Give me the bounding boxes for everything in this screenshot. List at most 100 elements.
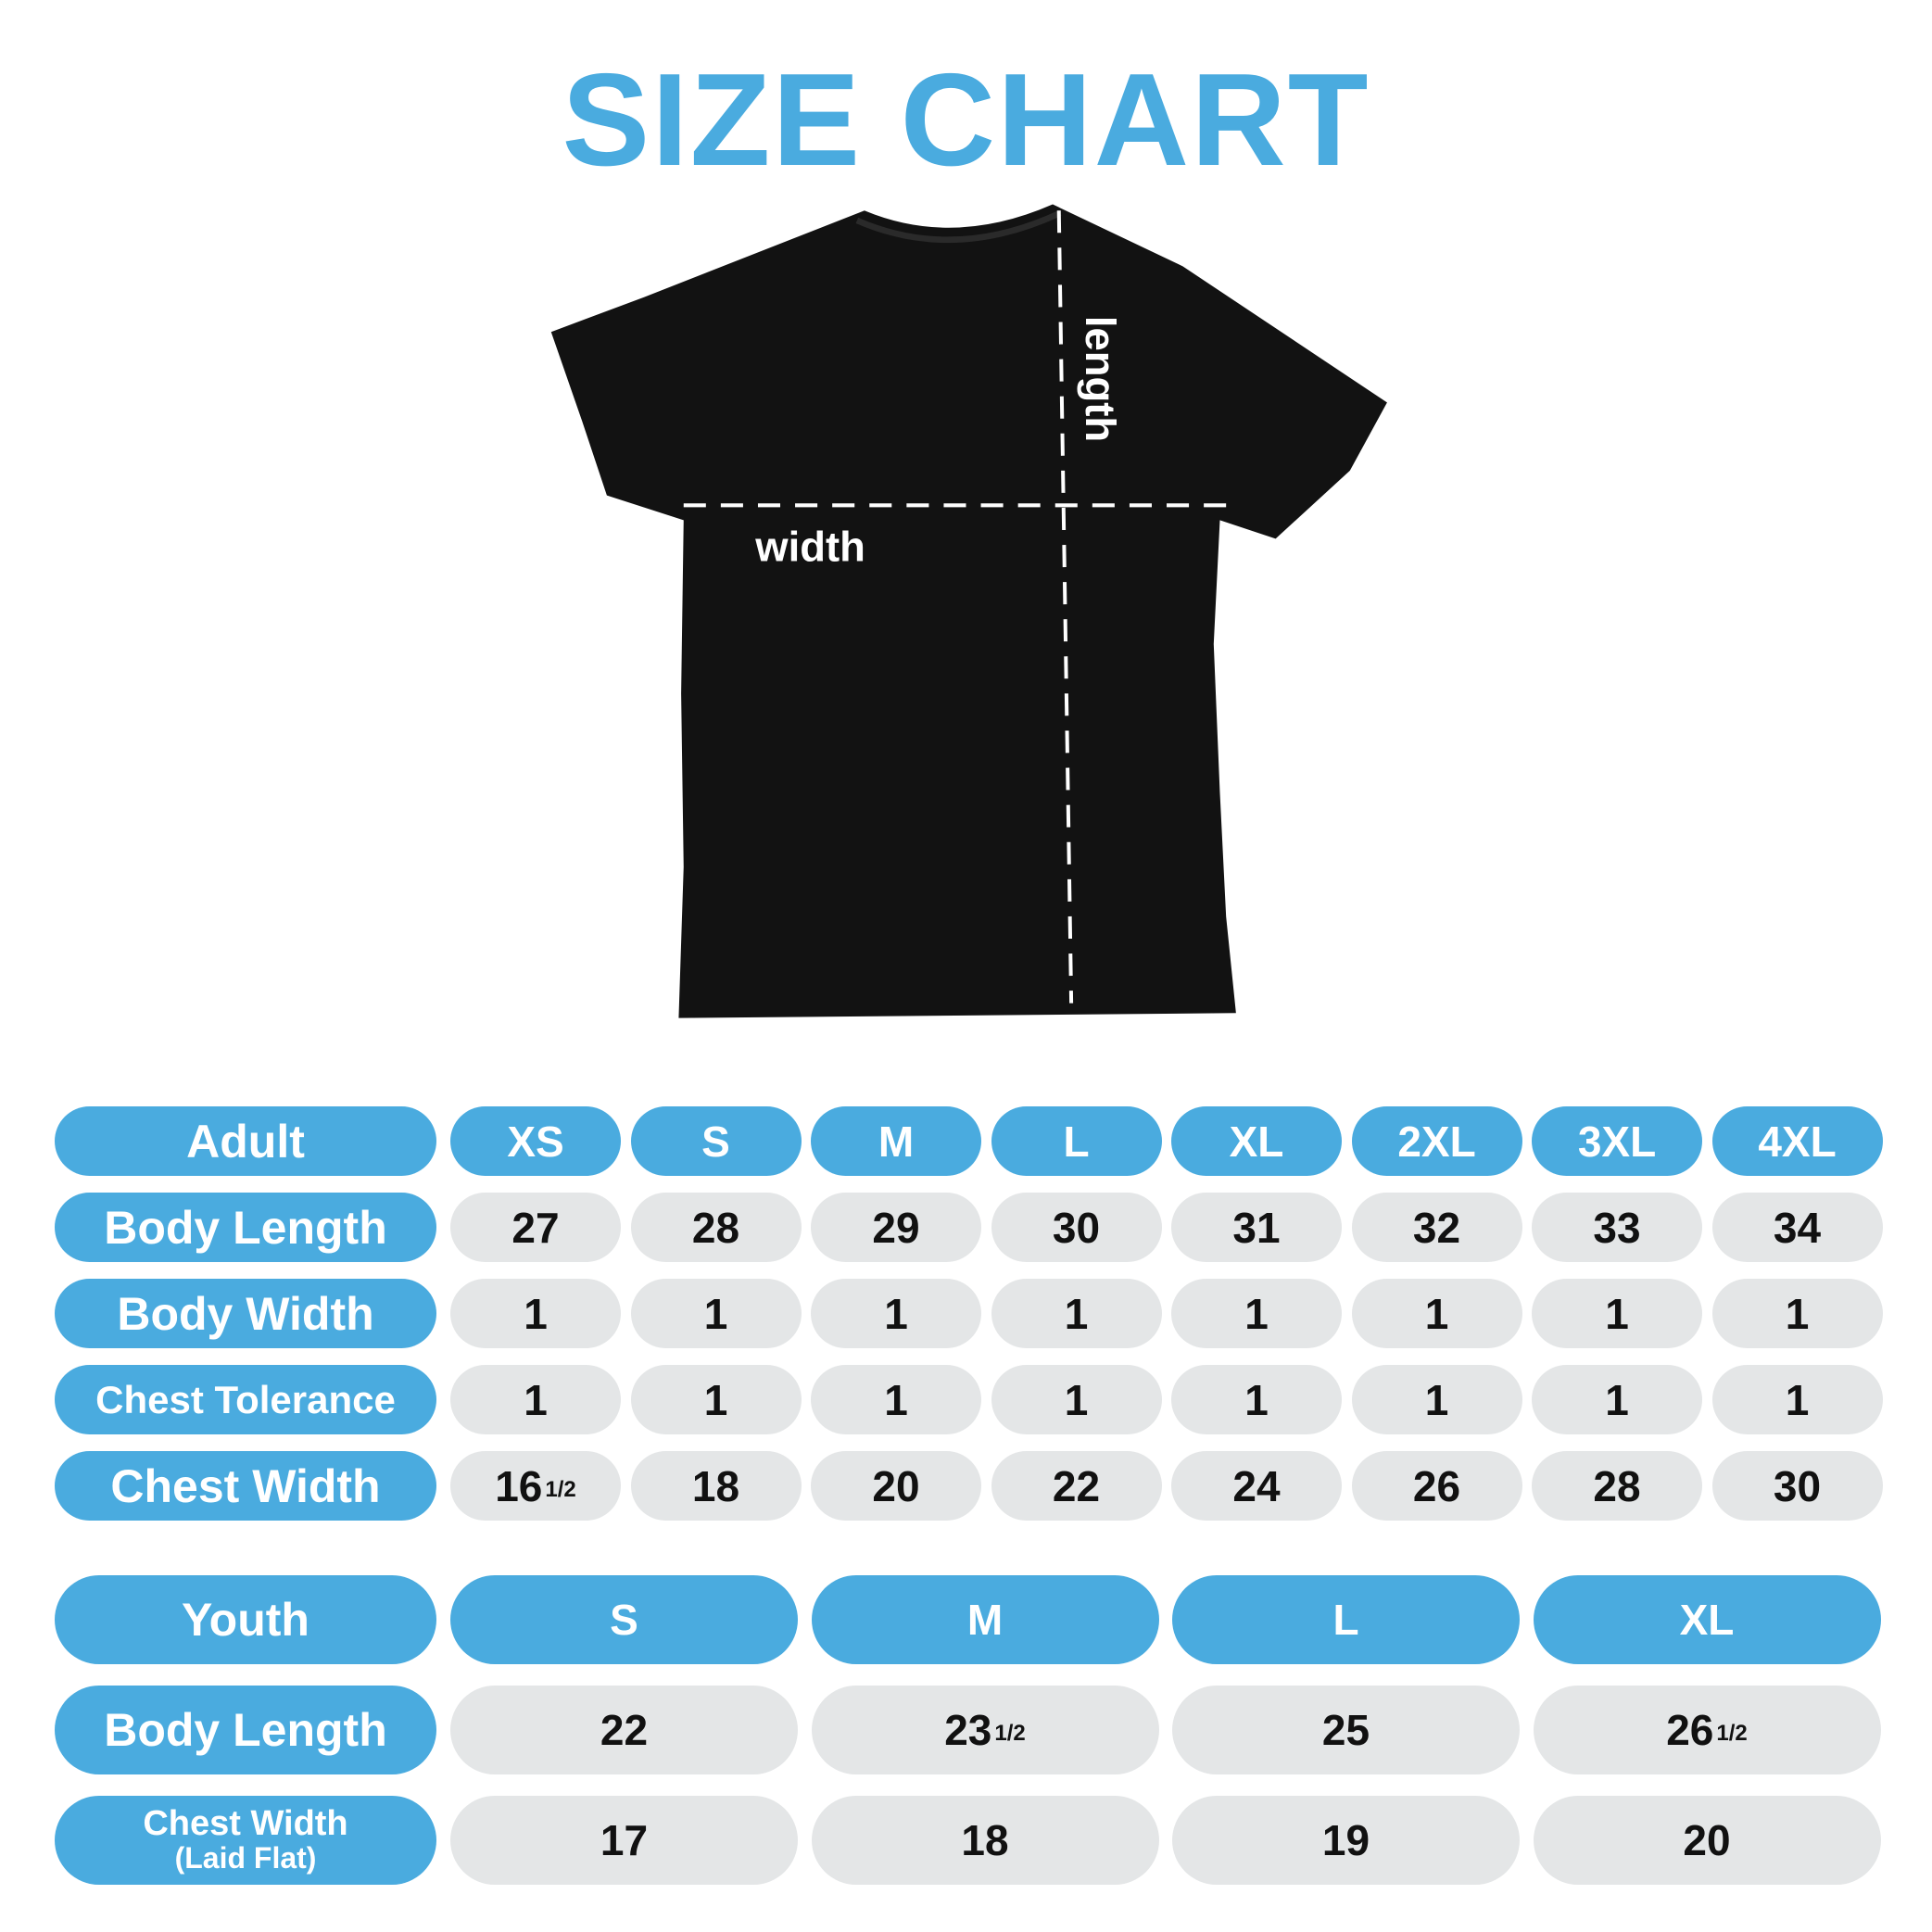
table-cell: 1 [1532, 1365, 1702, 1434]
cell-fraction: 1/2 [1716, 1721, 1748, 1746]
cell-fraction: 1/2 [545, 1476, 576, 1502]
row-label: Body Length [55, 1193, 436, 1262]
collar [855, 209, 1062, 244]
table-cell: 1 [1171, 1279, 1342, 1348]
width-label: width [754, 523, 865, 570]
size-header-m: M [811, 1106, 981, 1176]
table-cell: 1 [1711, 1365, 1883, 1434]
row-label-text: Body Length [104, 1704, 387, 1756]
cell-value: 1 [524, 1289, 548, 1338]
size-header-s: S [450, 1575, 798, 1664]
cell-value: 18 [961, 1816, 1009, 1864]
size-text: XL [1229, 1117, 1284, 1166]
cell-value: 1 [1424, 1289, 1449, 1338]
table-cell: 29 [811, 1193, 981, 1262]
table-cell: 19 [1172, 1796, 1520, 1885]
row-label-text: Chest Tolerance [95, 1377, 396, 1421]
table-cell: 32 [1351, 1193, 1522, 1262]
table-cell: 1 [1351, 1365, 1522, 1434]
table-cell: 1 [630, 1279, 802, 1348]
table-cell: 27 [450, 1193, 621, 1262]
cell-value: 25 [1321, 1706, 1370, 1754]
size-header-xs: XS [450, 1106, 621, 1176]
size-text: L [1063, 1117, 1090, 1166]
row-label: Chest Width (Laid Flat) [55, 1796, 436, 1885]
table-cell: 20 [811, 1451, 981, 1521]
row-sublabel-text: (Laid Flat) [174, 1841, 317, 1875]
header-text: Youth [182, 1594, 309, 1646]
cell-value: 23 [944, 1706, 992, 1754]
table-cell: 24 [1171, 1451, 1342, 1521]
cell-value: 24 [1232, 1461, 1281, 1510]
cell-value: 26 [1412, 1461, 1461, 1510]
cell-value: 32 [1412, 1203, 1461, 1252]
page-title: SIZE CHART [562, 46, 1370, 194]
table-cell: 18 [811, 1796, 1159, 1885]
row-label-text: Chest Width [143, 1804, 348, 1844]
size-text: S [610, 1596, 638, 1644]
row-label: Body Length [55, 1686, 436, 1774]
table-cell: 26 1/2 [1533, 1686, 1881, 1774]
size-text: XL [1679, 1596, 1735, 1644]
cell-value: 29 [872, 1203, 920, 1252]
size-header-m: M [811, 1575, 1159, 1664]
size-header-3xl: 3XL [1532, 1106, 1702, 1176]
table-cell: 1 [1351, 1279, 1522, 1348]
size-header-l: L [1172, 1575, 1520, 1664]
cell-value: 18 [691, 1461, 740, 1510]
cell-value: 34 [1773, 1203, 1822, 1252]
table-cell: 1 [1532, 1279, 1702, 1348]
cell-value: 1 [1064, 1375, 1089, 1424]
size-text: S [701, 1117, 730, 1166]
table-cell: 30 [991, 1193, 1162, 1262]
table-cell: 1 [991, 1279, 1162, 1348]
table-cell: 22 [991, 1451, 1162, 1521]
cell-value: 28 [1593, 1461, 1641, 1510]
size-header-xl: XL [1171, 1106, 1342, 1176]
length-label: length [1077, 316, 1124, 442]
cell-value: 33 [1593, 1203, 1641, 1252]
adult-header-label: Adult [55, 1106, 436, 1176]
cell-value: 1 [703, 1289, 728, 1338]
cell-value: 20 [872, 1461, 920, 1510]
table-cell: 31 [1171, 1193, 1342, 1262]
table-cell: 1 [991, 1365, 1162, 1434]
table-cell: 1 [450, 1279, 621, 1348]
cell-value: 1 [1424, 1375, 1449, 1424]
row-label-text: Chest Width [110, 1459, 381, 1512]
header-text: Adult [186, 1115, 305, 1168]
cell-value: 26 [1666, 1706, 1714, 1754]
size-text: M [966, 1596, 1004, 1644]
size-text: 3XL [1577, 1117, 1657, 1166]
cell-value: 16 [495, 1461, 543, 1510]
table-cell: 20 [1533, 1796, 1881, 1885]
cell-value: 1 [703, 1375, 728, 1424]
cell-value: 1 [1244, 1289, 1269, 1338]
cell-value: 1 [884, 1289, 908, 1338]
table-cell: 1 [450, 1365, 621, 1434]
table-cell: 34 [1711, 1193, 1883, 1262]
cell-value: 17 [600, 1816, 649, 1864]
cell-value: 22 [600, 1706, 649, 1754]
table-cell: 25 [1172, 1686, 1520, 1774]
size-header-2xl: 2XL [1351, 1106, 1522, 1176]
table-cell: 33 [1532, 1193, 1702, 1262]
youth-header-label: Youth [55, 1575, 436, 1664]
row-label: Body Width [55, 1279, 436, 1348]
table-cell: 26 [1351, 1451, 1522, 1521]
tshirt-shape [550, 204, 1387, 1018]
length-dashed-line [1056, 210, 1074, 1004]
cell-value: 1 [1244, 1375, 1269, 1424]
cell-value: 1 [884, 1375, 908, 1424]
table-cell: 1 [811, 1365, 981, 1434]
table-cell: 1 [811, 1279, 981, 1348]
cell-value: 31 [1232, 1203, 1281, 1252]
size-text: XS [507, 1117, 564, 1166]
cell-value: 1 [1605, 1375, 1629, 1424]
size-text: 2XL [1397, 1117, 1476, 1166]
row-label: Chest Width [55, 1451, 436, 1521]
table-cell: 17 [450, 1796, 798, 1885]
cell-value: 22 [1052, 1461, 1101, 1510]
row-label-text: Body Width [117, 1287, 374, 1340]
